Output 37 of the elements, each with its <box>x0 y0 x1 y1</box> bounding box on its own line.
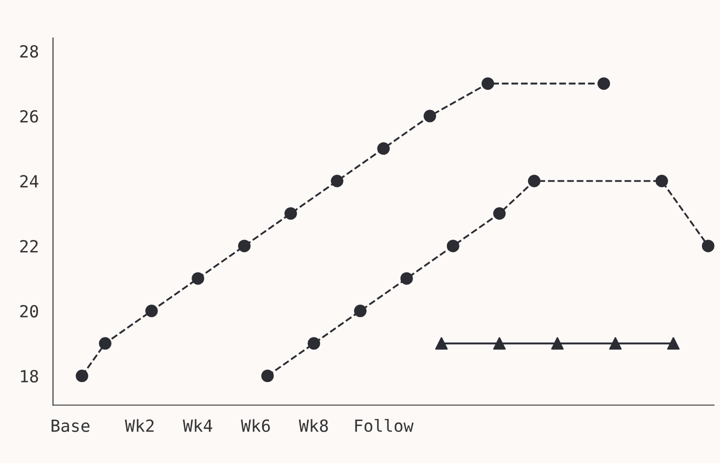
point <box>551 337 564 350</box>
point <box>667 337 680 350</box>
x-tick-label: Wk2 <box>124 419 154 432</box>
point <box>435 337 448 350</box>
point <box>424 110 436 122</box>
point <box>493 337 506 350</box>
x-tick-label: Wk4 <box>182 419 212 432</box>
y-tick-label: 24 <box>20 175 38 188</box>
y-tick-label: 26 <box>20 110 38 123</box>
point <box>609 337 622 350</box>
point <box>482 77 494 90</box>
point <box>284 207 297 220</box>
y-tick-label: 18 <box>21 370 38 383</box>
point <box>656 174 668 188</box>
x-tick-label: Base <box>52 420 90 432</box>
point <box>145 304 158 318</box>
point <box>238 240 251 252</box>
y-tick-label: 22 <box>20 240 38 252</box>
x-tick-label: Wk6 <box>240 419 270 432</box>
point <box>702 240 714 252</box>
point <box>354 304 367 318</box>
point <box>528 174 540 188</box>
point <box>261 370 274 382</box>
point <box>192 272 204 285</box>
y-tick-label: 28 <box>20 45 38 58</box>
point <box>446 240 460 252</box>
point <box>98 337 112 350</box>
point <box>76 370 88 382</box>
y-tick-label: 20 <box>20 304 38 318</box>
point <box>598 77 610 90</box>
point <box>377 142 390 155</box>
x-tick-label: Follow <box>355 419 414 432</box>
point <box>493 207 506 220</box>
point <box>400 272 413 285</box>
point <box>330 174 344 188</box>
x-tick-label: Wk8 <box>298 419 328 432</box>
point <box>308 337 320 350</box>
